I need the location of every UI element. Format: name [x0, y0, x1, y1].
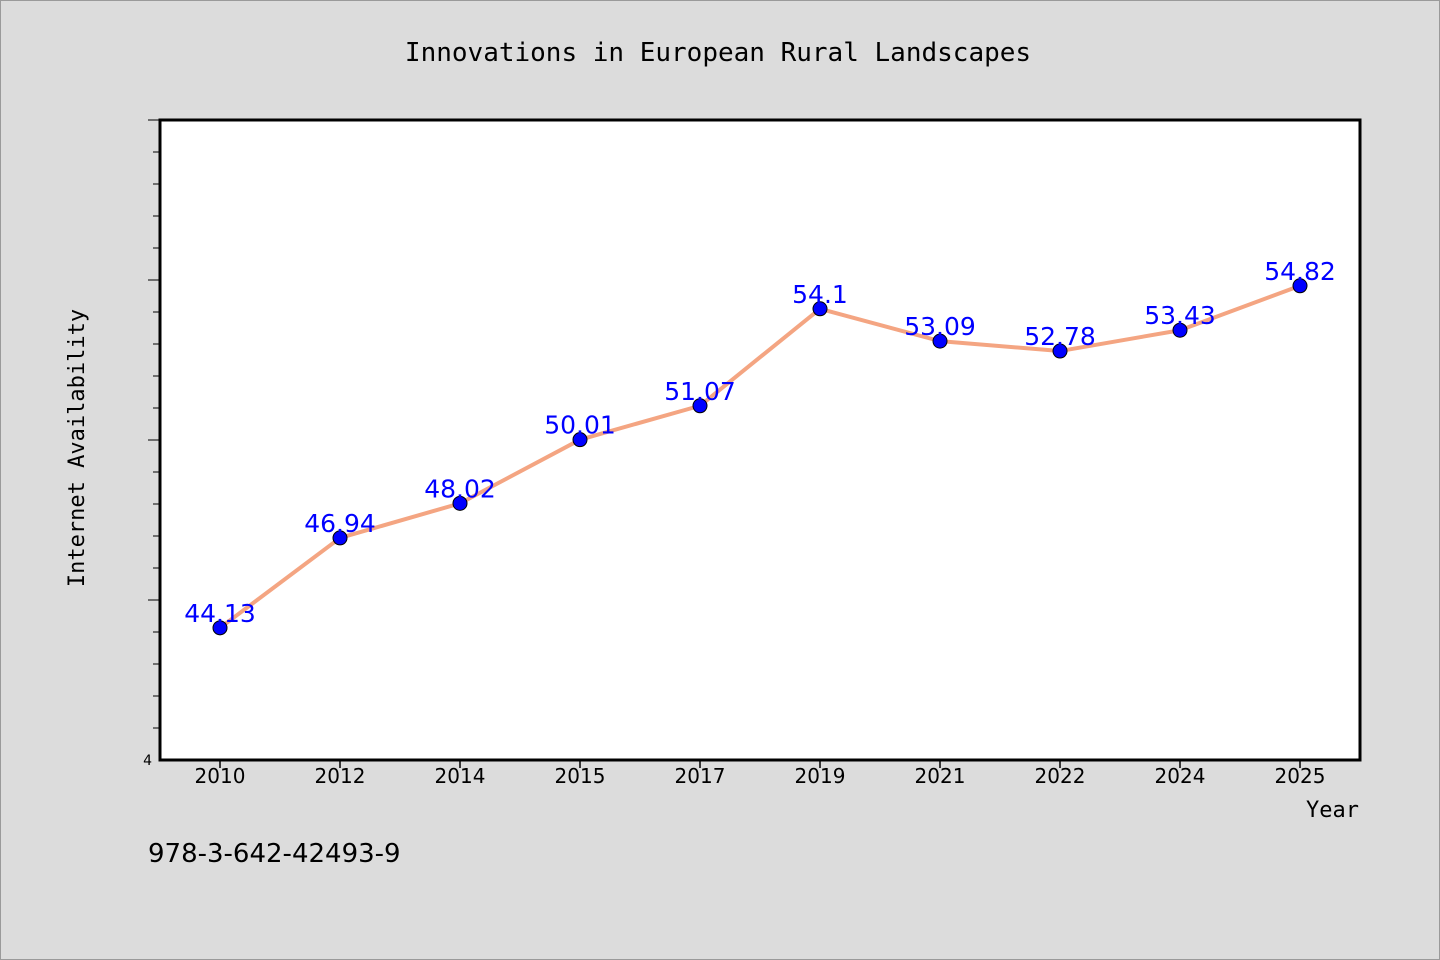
data-label: 44.13: [184, 599, 256, 628]
data-point-marker: [1052, 343, 1068, 359]
data-point-marker: [692, 398, 708, 414]
x-tick-label: 2024: [1155, 764, 1206, 788]
x-tick-label: 2012: [315, 764, 366, 788]
data-label: 53.43: [1144, 301, 1216, 330]
data-point-marker: [332, 530, 348, 546]
data-label: 50.01: [544, 411, 616, 440]
data-point-marker: [452, 495, 468, 511]
x-tick-label: 2022: [1035, 764, 1086, 788]
data-point-marker: [812, 301, 828, 317]
data-point-marker: [212, 620, 228, 636]
data-label: 46.94: [304, 509, 376, 538]
data-point-marker: [1292, 278, 1308, 294]
data-labels: 44.13 46.94 48.02 50.01 51.07 54.1 53.09 52.78 5…: [184, 257, 1336, 628]
isbn-footer: 978-3-642-42493-9: [148, 839, 401, 869]
data-point-marker: [1172, 322, 1188, 338]
x-tick-label: 2014: [435, 764, 486, 788]
series-line: [218, 283, 1302, 630]
data-label: 54.1: [792, 280, 848, 309]
x-tick-label: 2021: [915, 764, 966, 788]
y-tick-label: 4: [143, 753, 152, 769]
data-label: 53.09: [904, 312, 976, 341]
series-line-group: [218, 283, 1302, 630]
data-markers: [212, 278, 1308, 636]
data-point-marker: [572, 432, 588, 448]
data-label: 54.82: [1264, 257, 1336, 286]
plot-area: [158, 118, 1362, 762]
data-point-marker: [932, 333, 948, 349]
data-label: 52.78: [1024, 322, 1096, 351]
chart-title: Innovations in European Rural Landscapes: [405, 38, 1031, 68]
y-axis-ticks: 4: [143, 119, 160, 769]
data-label: 51.07: [664, 377, 736, 406]
data-label: 48.02: [424, 474, 496, 503]
x-tick-label: 2015: [555, 764, 606, 788]
x-tick-label: 2025: [1275, 764, 1326, 788]
x-tick-label: 2010: [195, 764, 246, 788]
x-tick-label: 2017: [675, 764, 726, 788]
y-axis-title: Internet Availability: [65, 309, 90, 587]
x-axis-ticks: 2010 2012 2014 2015 2017 2019 2021 2022 2024 2025: [195, 760, 1326, 788]
x-axis-title: Year: [1306, 798, 1359, 823]
x-tick-label: 2019: [795, 764, 846, 788]
